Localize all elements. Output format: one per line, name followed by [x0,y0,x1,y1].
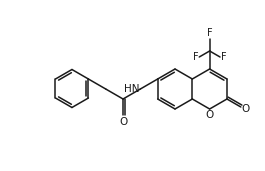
Text: F: F [221,52,227,62]
Text: O: O [241,103,249,114]
Text: HN: HN [124,84,139,94]
Text: O: O [119,117,127,127]
Text: O: O [206,110,214,120]
Text: F: F [193,52,198,62]
Text: F: F [207,28,213,38]
